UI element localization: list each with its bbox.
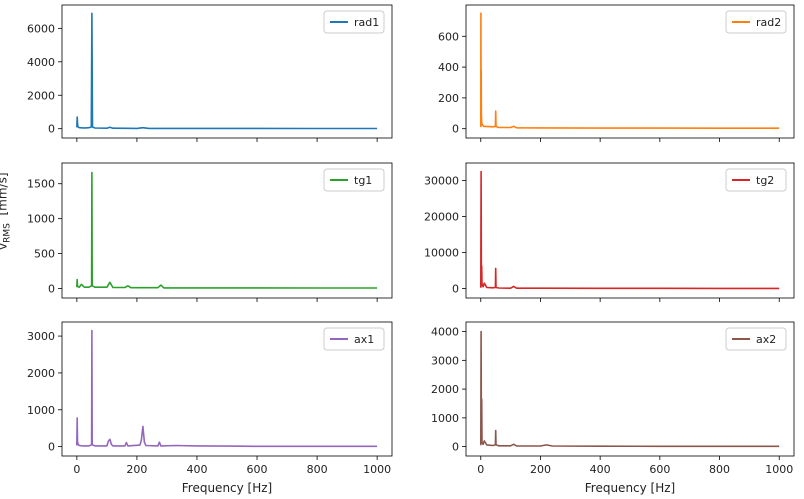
x-axis-label: Frequency [Hz] — [182, 481, 273, 495]
series-line-tg1 — [76, 171, 378, 289]
legend-label-ax2: ax2 — [756, 333, 776, 346]
x-tick-label-ax2: 200 — [530, 463, 551, 476]
legend-label-tg2: tg2 — [756, 174, 774, 187]
x-tick-label-ax1: 200 — [126, 463, 147, 476]
y-tick-label-ax1: 3000 — [27, 330, 55, 343]
y-tick-label-rad1: 2000 — [27, 89, 55, 102]
x-tick-label-ax1: 0 — [73, 463, 80, 476]
y-axis-label: vRMS [mm/s] — [0, 172, 13, 250]
y-tick-label-ax2: 0 — [452, 441, 459, 454]
y-tick-label-rad1: 6000 — [27, 22, 55, 35]
y-tick-label-tg1: 1000 — [27, 213, 55, 226]
series-line-ax1 — [76, 329, 378, 448]
y-tick-label-rad2: 200 — [438, 92, 459, 105]
legend-label-rad2: rad2 — [756, 16, 781, 29]
legend-label-tg1: tg1 — [354, 174, 372, 187]
legend-box-ax2 — [725, 327, 787, 351]
y-tick-label-ax1: 1000 — [27, 404, 55, 417]
legend-box-rad1 — [323, 10, 385, 34]
legend-box-ax1 — [323, 327, 385, 351]
y-tick-label-ax2: 1000 — [431, 412, 459, 425]
x-tick-label-ax2: 0 — [477, 463, 484, 476]
y-tick-label-ax1: 0 — [48, 441, 55, 454]
legend-box-tg1 — [323, 168, 385, 192]
y-tick-label-rad1: 0 — [48, 123, 55, 136]
x-axis-label: Frequency [Hz] — [585, 481, 676, 495]
legend-label-ax1: ax1 — [354, 333, 374, 346]
x-tick-label-ax2: 1000 — [765, 463, 793, 476]
series-line-ax2 — [480, 330, 780, 448]
x-tick-label-ax2: 600 — [649, 463, 670, 476]
y-tick-label-tg2: 20000 — [424, 211, 459, 224]
series-line-tg2 — [480, 170, 780, 290]
y-tick-label-ax2: 3000 — [431, 354, 459, 367]
y-tick-label-rad2: 600 — [438, 30, 459, 43]
y-tick-label-rad2: 400 — [438, 61, 459, 74]
x-tick-label-ax1: 400 — [186, 463, 207, 476]
y-tick-label-tg1: 500 — [34, 248, 55, 261]
y-tick-label-tg2: 0 — [452, 283, 459, 296]
y-tick-label-tg2: 30000 — [424, 175, 459, 188]
y-tick-label-ax2: 4000 — [431, 326, 459, 339]
y-tick-label-ax1: 2000 — [27, 367, 55, 380]
x-tick-label-ax2: 400 — [590, 463, 611, 476]
y-tick-label-ax2: 2000 — [431, 383, 459, 396]
y-tick-label-rad2: 0 — [452, 123, 459, 136]
legend-box-tg2 — [725, 168, 787, 192]
legend-label-rad1: rad1 — [354, 16, 379, 29]
x-tick-label-ax1: 800 — [307, 463, 328, 476]
series-line-rad1 — [76, 12, 378, 130]
legend-box-rad2 — [725, 10, 787, 34]
x-tick-label-ax1: 600 — [247, 463, 268, 476]
x-tick-label-ax1: 1000 — [363, 463, 391, 476]
y-tick-label-tg1: 0 — [48, 283, 55, 296]
x-tick-label-ax2: 800 — [709, 463, 730, 476]
y-tick-label-tg2: 10000 — [424, 247, 459, 260]
series-line-rad2 — [480, 12, 780, 129]
y-tick-label-rad1: 4000 — [27, 56, 55, 69]
y-tick-label-tg1: 1500 — [27, 178, 55, 191]
